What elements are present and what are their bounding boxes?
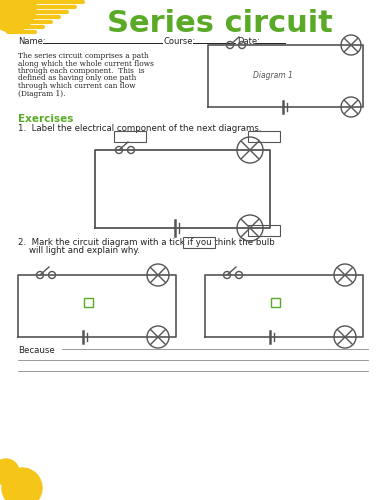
Text: will light and explain why.: will light and explain why. bbox=[18, 246, 140, 255]
Text: Because: Because bbox=[18, 346, 55, 355]
Text: defined as having only one path: defined as having only one path bbox=[18, 74, 136, 82]
Text: The series circuit comprises a path: The series circuit comprises a path bbox=[18, 52, 149, 60]
Circle shape bbox=[0, 0, 36, 32]
Bar bbox=[248, 224, 280, 235]
Circle shape bbox=[0, 459, 19, 485]
Text: Diagram 1: Diagram 1 bbox=[253, 72, 293, 80]
Text: Series circuit: Series circuit bbox=[107, 8, 333, 38]
Text: Name:: Name: bbox=[18, 38, 46, 46]
Text: Exercises: Exercises bbox=[18, 114, 73, 124]
Bar bbox=[114, 130, 146, 141]
Text: 1.  Label the electrical component of the next diagrams.: 1. Label the electrical component of the… bbox=[18, 124, 261, 133]
Bar bbox=[85, 298, 93, 306]
Text: 2.  Mark the circuit diagram with a tick if you think the bulb: 2. Mark the circuit diagram with a tick … bbox=[18, 238, 275, 247]
Text: along which the whole current flows: along which the whole current flows bbox=[18, 60, 154, 68]
Circle shape bbox=[2, 468, 42, 500]
Text: through each component.  This  is: through each component. This is bbox=[18, 67, 145, 75]
Bar bbox=[183, 236, 215, 248]
Text: through which current can flow: through which current can flow bbox=[18, 82, 135, 90]
Bar bbox=[271, 298, 281, 306]
Text: Course:: Course: bbox=[164, 38, 196, 46]
Text: (Diagram 1).: (Diagram 1). bbox=[18, 90, 66, 98]
Text: Date:: Date: bbox=[237, 38, 260, 46]
Bar bbox=[248, 130, 280, 141]
